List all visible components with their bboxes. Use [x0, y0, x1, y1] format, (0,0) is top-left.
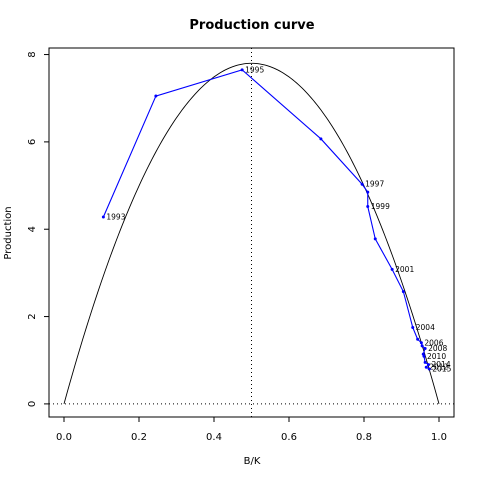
year-label: 2010: [427, 352, 446, 361]
x-axis: 0.0 0.2 0.4 0.6 0.8 1.0: [56, 417, 447, 443]
trajectory-point: [416, 337, 420, 341]
y-axis: 0 2 4 6 8: [27, 51, 49, 407]
trajectory-point: [427, 367, 431, 371]
x-tick-label: 0.4: [206, 432, 222, 443]
trajectory-point: [401, 290, 405, 294]
x-tick-label: 0.8: [356, 432, 372, 443]
trajectory-point: [319, 137, 323, 141]
x-tick-label: 0.0: [56, 432, 72, 443]
trajectory-point: [422, 354, 426, 358]
y-tick-label: 4: [27, 226, 38, 232]
chart-title: Production curve: [189, 18, 314, 33]
trajectory-point: [360, 182, 364, 186]
year-label: 1993: [106, 212, 125, 221]
year-label: 1997: [365, 180, 384, 189]
year-label: 2004: [416, 323, 435, 332]
trajectory-point: [419, 341, 423, 345]
x-tick-label: 0.2: [131, 432, 147, 443]
plot-frame: [48, 47, 455, 418]
production-curve: [63, 62, 440, 405]
x-tick-label: 0.6: [281, 432, 297, 443]
trajectory-point: [424, 365, 428, 369]
x-tick-label: 1.0: [431, 432, 447, 443]
trajectory-point: [366, 190, 370, 194]
trajectory-point: [427, 363, 430, 367]
y-tick-label: 0: [27, 401, 38, 407]
trajectory-point: [373, 237, 377, 241]
year-label: 2008: [428, 344, 447, 353]
year-label: 2012: [429, 363, 448, 372]
year-label: 2014: [432, 360, 451, 369]
year-label: 2015: [432, 364, 451, 373]
plot-area: 1993 1995 1997 1999 2001 2004 2006200820102014…: [49, 48, 454, 417]
year-label: 2001: [395, 265, 414, 274]
trajectory-point: [101, 215, 105, 219]
x-axis-label: B/K: [244, 456, 261, 467]
year-label: 2006: [424, 338, 443, 347]
trajectory-point: [390, 267, 394, 271]
trajectory-point: [411, 325, 415, 329]
y-tick-label: 2: [27, 313, 38, 319]
trajectory-point: [240, 68, 244, 72]
trajectory-point: [420, 344, 424, 348]
trajectory-line: [102, 69, 430, 370]
y-axis-label: Production: [3, 206, 14, 259]
trajectory-point: [154, 94, 158, 98]
trajectory-point: [366, 205, 370, 209]
y-tick-label: 8: [27, 51, 38, 57]
trajectory-point: [423, 360, 427, 364]
y-tick-label: 6: [27, 139, 38, 145]
year-label: 1999: [371, 202, 390, 211]
trajectory-point: [423, 346, 427, 350]
year-label: 1995: [245, 65, 264, 74]
